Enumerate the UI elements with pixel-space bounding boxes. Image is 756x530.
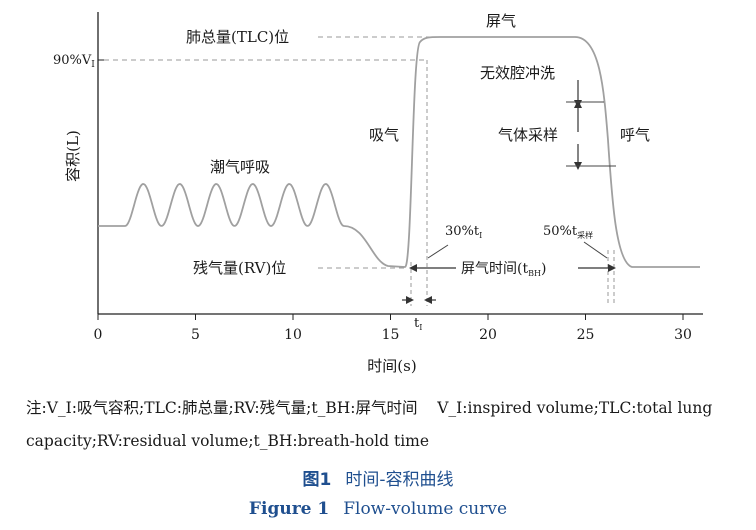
volume-curve [98, 36, 700, 268]
label-tidal: 潮气呼吸 [210, 158, 270, 176]
x-axis-label: 时间(s) [367, 357, 416, 375]
caption-note-cn: 注:V_I:吸气容积;TLC:肺总量;RV:残气量;t_BH:屏气时间 [26, 399, 418, 417]
figure-title-en: Figure 1 Flow-volume curve [0, 499, 756, 519]
label-ti: tI [414, 316, 422, 332]
label-50pct: 50%t采样 [543, 224, 593, 240]
figure-number-en: Figure 1 [248, 499, 330, 519]
label-breath-hold: 屏气 [486, 12, 516, 30]
figure-number-cn: 图1 [302, 470, 332, 490]
chart: 0 5 10 15 20 25 30 时间(s) 容积(L) 90%VI 肺总量(TLC)位 [53, 12, 703, 375]
pointer-30pct [427, 244, 449, 259]
label-dead-space: 无效腔冲洗 [480, 64, 555, 82]
label-bh-time: 屏气时间(tBH) [461, 261, 546, 278]
figure-title-cn: 图1 时间-容积曲线 [0, 465, 756, 490]
x-tick-label: 5 [191, 327, 200, 343]
x-tick-label: 30 [674, 327, 692, 343]
label-rv: 残气量(RV)位 [193, 259, 286, 277]
y-tick-label-90vi: 90%VI [53, 53, 95, 70]
x-tick-label: 0 [94, 327, 103, 343]
caption-note: 注:V_I:吸气容积;TLC:肺总量;RV:残气量;t_BH:屏气时间 V_I:… [26, 392, 750, 458]
label-tlc: 肺总量(TLC)位 [186, 28, 289, 46]
figure-title-en-text: Flow-volume curve [343, 499, 508, 519]
pointer-50pct [583, 241, 608, 259]
x-tick-label: 10 [284, 327, 302, 343]
label-inhale: 吸气 [369, 126, 399, 144]
figure-title-cn-text: 时间-容积曲线 [345, 470, 454, 490]
x-tick-label: 20 [479, 327, 497, 343]
y-axis-label: 容积(L) [64, 130, 82, 182]
label-30pct: 30%tI [445, 224, 482, 240]
label-exhale: 呼气 [620, 126, 650, 144]
x-tick-label: 15 [382, 327, 400, 343]
x-ticks: 0 5 10 15 20 25 30 [94, 314, 692, 343]
caption-note-en: V_I:inspired volume;TLC:total lung capac… [26, 399, 718, 450]
label-sampling: 气体采样 [498, 126, 558, 144]
x-tick-label: 25 [577, 327, 595, 343]
